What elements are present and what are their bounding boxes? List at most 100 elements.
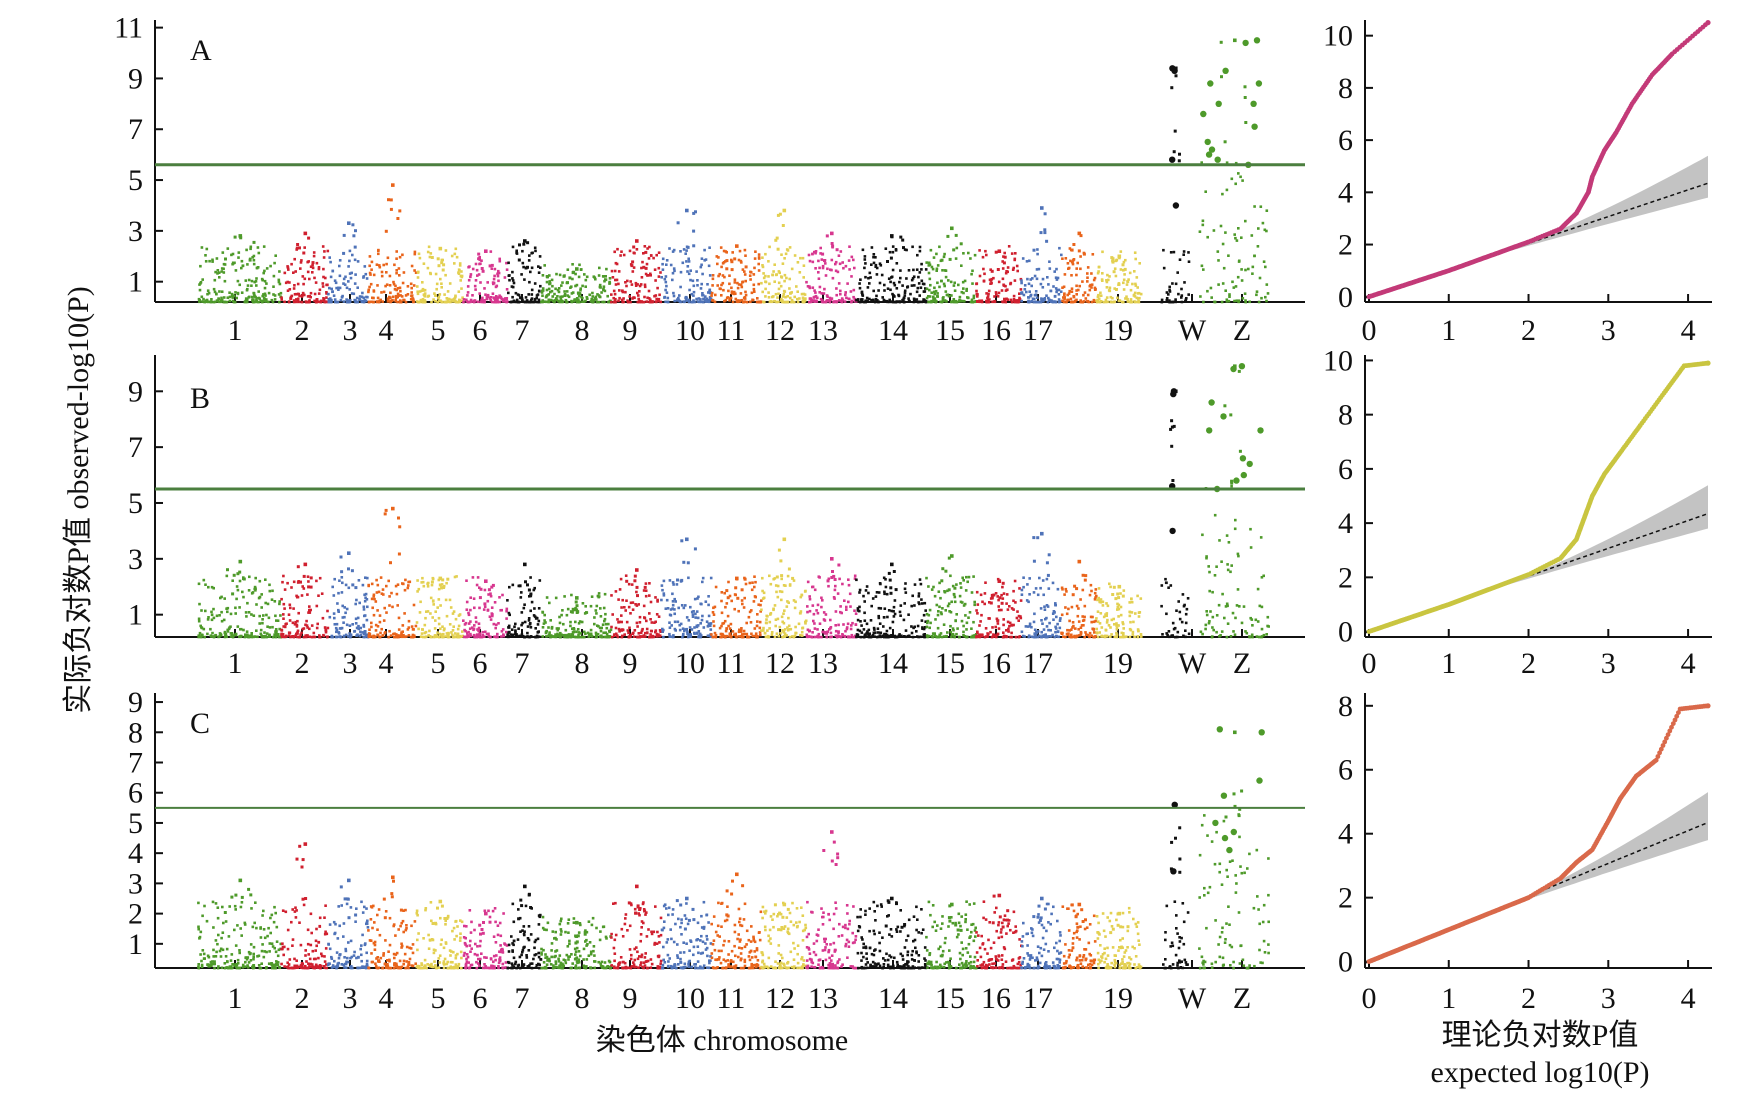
snp-point	[509, 300, 513, 304]
snp-point	[309, 585, 313, 589]
snp-point	[932, 298, 935, 301]
snp-point	[1041, 634, 1044, 638]
snp-peak-point	[685, 537, 689, 542]
snp-point	[247, 589, 251, 592]
snp-point	[800, 593, 803, 597]
snp-point	[1111, 300, 1114, 304]
snp-point	[660, 584, 664, 587]
snp-point	[561, 295, 564, 298]
snp-point	[790, 298, 794, 302]
snp-point	[444, 635, 448, 638]
snp-point	[967, 616, 970, 619]
snp-point	[218, 614, 221, 617]
snp-point	[563, 293, 567, 296]
snp-point	[944, 269, 948, 272]
snp-point	[753, 634, 756, 638]
snp-point	[610, 300, 613, 304]
snp-point	[823, 259, 826, 263]
snp-point	[608, 282, 611, 285]
snp-point	[707, 614, 711, 618]
snp-point	[682, 300, 685, 303]
snp-point	[364, 630, 367, 633]
snp-point	[707, 595, 710, 598]
snp-point	[942, 282, 946, 286]
snp-point	[648, 300, 651, 304]
snp-point	[1012, 599, 1015, 603]
snp-point	[1185, 297, 1188, 300]
snp-point	[882, 299, 886, 303]
snp-point	[856, 609, 860, 612]
snp-point	[376, 634, 380, 637]
snp-point	[491, 583, 495, 587]
snp-point	[1112, 617, 1115, 621]
snp-point	[401, 630, 404, 633]
snp-point	[1097, 587, 1101, 590]
snp-point	[673, 612, 676, 616]
snp-point	[1086, 276, 1089, 279]
snp-point	[471, 576, 475, 579]
snp-point	[381, 588, 385, 591]
snp-point	[402, 298, 405, 302]
snp-point	[323, 300, 327, 304]
snp-point	[507, 291, 510, 295]
snp-point	[846, 622, 850, 626]
snp-point	[814, 267, 817, 270]
snp-point	[1034, 290, 1038, 293]
snp-point	[608, 280, 611, 284]
snp-point	[1120, 300, 1124, 304]
snp-point	[899, 269, 902, 272]
snp-point	[767, 291, 770, 294]
snp-point	[646, 247, 649, 250]
snp-point	[737, 283, 741, 286]
snp-point	[1001, 277, 1005, 281]
snp-point	[326, 609, 329, 613]
snp-point	[807, 253, 811, 257]
snp-point	[911, 277, 915, 280]
snp-point	[345, 298, 348, 301]
snp-point	[382, 619, 386, 622]
snp-point	[467, 635, 470, 638]
snp-point	[398, 635, 402, 638]
snp-point	[545, 635, 548, 638]
snp-point	[1078, 284, 1081, 288]
snp-point	[232, 573, 236, 577]
snp-point	[505, 268, 509, 271]
snp-point	[1263, 228, 1267, 232]
snp-point	[683, 628, 687, 631]
snp-point	[309, 265, 313, 268]
snp-point	[693, 547, 697, 551]
snp-point	[1087, 633, 1090, 637]
snp-point	[384, 508, 388, 512]
snp-point	[529, 609, 532, 613]
snp-point	[1077, 607, 1080, 610]
snp-point	[883, 607, 887, 610]
snp-point	[312, 254, 316, 258]
snp-point	[583, 635, 586, 639]
snp-point	[761, 256, 764, 259]
snp-point	[846, 282, 849, 285]
snp-point	[781, 635, 784, 639]
snp-point	[727, 624, 730, 628]
snp-point	[223, 631, 227, 635]
snp-point	[1091, 253, 1095, 256]
snp-point	[792, 579, 796, 582]
snp-point	[1033, 633, 1037, 636]
snp-point	[1061, 631, 1064, 635]
snp-point	[286, 280, 289, 284]
snp-point	[740, 588, 744, 592]
snp-point	[806, 580, 810, 584]
snp-point	[322, 634, 326, 638]
snp-point	[766, 615, 769, 618]
snp-point	[234, 269, 238, 272]
snp-point	[597, 300, 601, 304]
snp-point	[481, 269, 485, 273]
snp-point	[1116, 608, 1119, 611]
snp-point	[322, 267, 325, 271]
snp-point	[953, 586, 957, 590]
snp-point	[1128, 271, 1132, 275]
snp-point	[388, 284, 392, 287]
snp-point	[913, 625, 916, 629]
snp-point	[387, 579, 390, 583]
snp-point	[434, 619, 437, 622]
snp-point	[396, 295, 399, 299]
